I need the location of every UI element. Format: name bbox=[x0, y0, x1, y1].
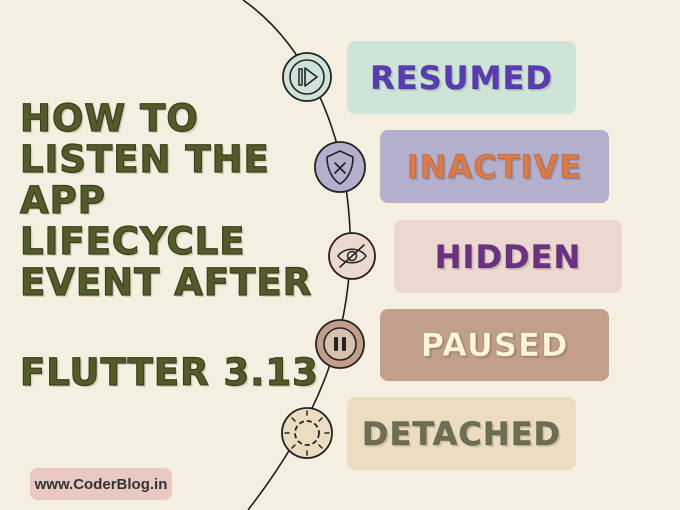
eye-off-icon bbox=[328, 232, 376, 280]
website-badge[interactable]: www.CoderBlog.in bbox=[30, 468, 172, 500]
title-line: Lifecycle bbox=[19, 220, 246, 263]
title-line: Event after bbox=[19, 261, 313, 304]
play-icon bbox=[282, 52, 332, 102]
shield-x-icon bbox=[314, 141, 366, 193]
event-inactive: INACTIVE bbox=[380, 130, 609, 203]
page-subtitle: FLUTTER 3.13 bbox=[19, 351, 319, 394]
event-hidden: HIDDEN bbox=[394, 220, 622, 293]
page-title: How to listen the App Lifecycle Event af… bbox=[19, 97, 320, 304]
event-resumed: RESUMED bbox=[347, 41, 576, 114]
pause-icon bbox=[315, 319, 365, 369]
event-paused: PAUSED bbox=[380, 309, 609, 381]
title-line: App bbox=[19, 179, 106, 222]
title-line: listen the bbox=[19, 138, 270, 181]
title-line: How to bbox=[19, 97, 199, 140]
event-detached: DETACHED bbox=[347, 397, 576, 470]
broken-circle-icon bbox=[281, 407, 333, 459]
